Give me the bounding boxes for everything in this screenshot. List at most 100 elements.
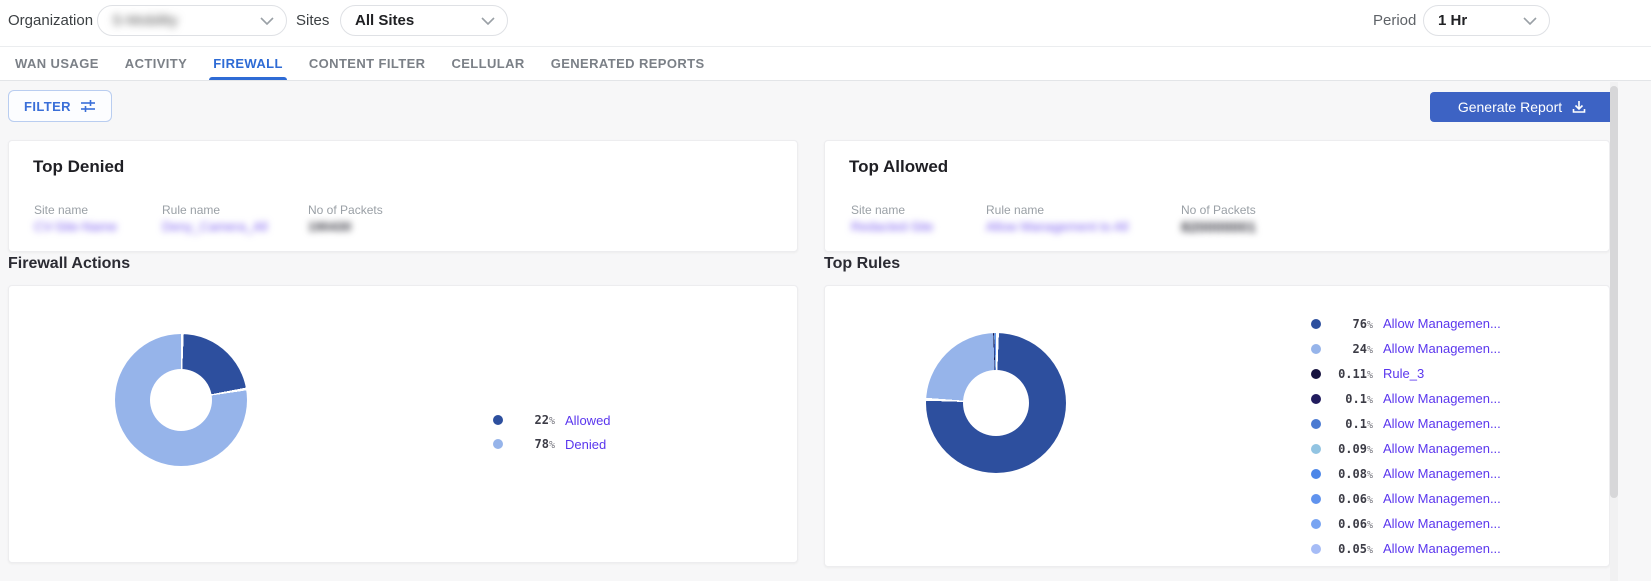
sites-value: All Sites — [355, 12, 415, 29]
tab-firewall[interactable]: FIREWALL — [209, 47, 287, 80]
legend-dot-icon — [1311, 343, 1321, 354]
organization-select[interactable]: S-Mobility — [97, 5, 287, 36]
filter-tune-icon — [80, 99, 96, 113]
legend-dot-icon — [1311, 518, 1321, 529]
legend-percent: 0.05% — [1338, 541, 1373, 556]
scrollbar-thumb[interactable] — [1610, 86, 1618, 498]
chevron-down-icon — [260, 16, 274, 25]
legend-rule-link[interactable]: Allow Managemen... — [1383, 516, 1501, 531]
chevron-down-icon — [481, 16, 495, 25]
organization-value: S-Mobility — [112, 12, 178, 29]
legend-row: 22% Allowed — [493, 408, 611, 432]
tab-generated-reports[interactable]: GENERATED REPORTS — [550, 56, 705, 71]
column-header-rule: Rule name — [986, 203, 1045, 217]
legend-dot-icon — [1311, 368, 1321, 379]
column-header-site: Site name — [851, 203, 906, 217]
packets-value: 190430 — [308, 219, 352, 234]
legend-percent: 0.06% — [1338, 516, 1373, 531]
legend-dot-icon — [1311, 493, 1321, 504]
top-denied-title: Top Denied — [33, 157, 125, 176]
column-header-rule: Rule name — [162, 203, 221, 217]
legend-dot-icon — [1311, 443, 1321, 454]
tab-content-filter[interactable]: CONTENT FILTER — [308, 56, 426, 71]
legend-rule-link[interactable]: Allowed — [565, 412, 611, 428]
legend-row: 0.11% Rule_3 — [1311, 361, 1501, 386]
firewall-actions-title: Firewall Actions — [8, 255, 131, 272]
legend-rule-link[interactable]: Allow Managemen... — [1383, 416, 1501, 431]
top-allowed-title: Top Allowed — [849, 157, 949, 176]
filter-button[interactable]: FILTER — [8, 90, 112, 122]
site-name-link[interactable]: CV-Site-Name — [34, 219, 118, 234]
legend-row: 0.05% Allow Managemen... — [1311, 536, 1501, 561]
rule-name-link[interactable]: Deny_Camera_All — [162, 219, 268, 234]
legend-dot-icon — [1311, 543, 1321, 554]
legend-percent: 0.11% — [1338, 366, 1373, 381]
generate-report-button[interactable]: Generate Report — [1430, 92, 1614, 122]
legend-row: 78% Denied — [493, 432, 611, 456]
download-icon — [1572, 100, 1586, 114]
legend-percent: 24% — [1352, 341, 1373, 356]
firewall-actions-donut-chart[interactable] — [115, 334, 247, 466]
tab-wan-usage[interactable]: WAN USAGE — [15, 56, 99, 71]
top-rules-legend: 76% Allow Managemen... 24% Allow Managemen.… — [1311, 311, 1501, 561]
legend-row: 0.1% Allow Managemen... — [1311, 411, 1501, 436]
legend-row: 0.06% Allow Managemen... — [1311, 511, 1501, 536]
legend-percent: 22% — [534, 413, 555, 427]
tab-activity[interactable]: ACTIVITY — [124, 56, 188, 71]
legend-row: 0.08% Allow Managemen... — [1311, 461, 1501, 486]
top-rules-donut-chart[interactable] — [926, 333, 1066, 473]
legend-dot-icon — [1311, 468, 1321, 479]
legend-dot-icon — [493, 415, 503, 425]
generate-report-label: Generate Report — [1457, 99, 1563, 115]
period-label: Period — [1373, 12, 1417, 29]
legend-row: 0.1% Allow Managemen... — [1311, 386, 1501, 411]
legend-rule-link[interactable]: Allow Managemen... — [1383, 491, 1501, 506]
legend-row: 0.06% Allow Managemen... — [1311, 486, 1501, 511]
top-rules-title: Top Rules — [824, 255, 901, 272]
legend-percent: 78% — [534, 437, 555, 451]
period-select[interactable]: 1 Hr — [1423, 5, 1550, 36]
top-denied-card: Top Denied Site name Rule name No of Pac… — [8, 140, 798, 252]
legend-percent: 0.08% — [1338, 466, 1373, 481]
top-allowed-card: Top Allowed Site name Rule name No of Pa… — [824, 140, 1610, 252]
legend-rule-link[interactable]: Rule_3 — [1383, 366, 1425, 381]
firewall-actions-legend: 22% Allowed 78% Denied — [493, 408, 611, 456]
legend-dot-icon — [493, 439, 503, 449]
legend-rule-link[interactable]: Allow Managemen... — [1383, 341, 1501, 356]
sites-select[interactable]: All Sites — [340, 5, 508, 36]
chevron-down-icon — [1523, 16, 1537, 25]
legend-percent: 0.1% — [1345, 391, 1373, 406]
legend-percent: 0.06% — [1338, 491, 1373, 506]
rule-name-link[interactable]: Allow Management to All — [986, 219, 1129, 234]
legend-rule-link[interactable]: Denied — [565, 436, 607, 452]
donut-hole — [150, 369, 212, 431]
legend-dot-icon — [1311, 318, 1321, 329]
packets-value: 820000001 — [1181, 219, 1257, 236]
column-header-site: Site name — [34, 203, 89, 217]
header-bar: Organization S-Mobility Sites All Sites … — [0, 0, 1651, 47]
vertical-scrollbar[interactable] — [1610, 82, 1618, 581]
legend-rule-link[interactable]: Allow Managemen... — [1383, 316, 1501, 331]
firewall-actions-card: 22% Allowed 78% Denied — [8, 285, 798, 563]
legend-percent: 76% — [1352, 316, 1373, 331]
site-name-link[interactable]: Redacted-Site — [851, 219, 934, 234]
legend-rule-link[interactable]: Allow Managemen... — [1383, 441, 1501, 456]
legend-dot-icon — [1311, 418, 1321, 429]
column-header-packets: No of Packets — [308, 203, 383, 217]
legend-percent: 0.1% — [1345, 416, 1373, 431]
tab-cellular[interactable]: CELLULAR — [451, 56, 525, 71]
sites-label: Sites — [296, 12, 330, 29]
legend-row: 24% Allow Managemen... — [1311, 336, 1501, 361]
legend-dot-icon — [1311, 393, 1321, 404]
donut-hole — [963, 370, 1029, 436]
legend-row: 76% Allow Managemen... — [1311, 311, 1501, 336]
legend-rule-link[interactable]: Allow Managemen... — [1383, 541, 1501, 556]
column-header-packets: No of Packets — [1181, 203, 1256, 217]
legend-row: 0.09% Allow Managemen... — [1311, 436, 1501, 461]
organization-label: Organization — [8, 12, 94, 29]
legend-rule-link[interactable]: Allow Managemen... — [1383, 466, 1501, 481]
legend-rule-link[interactable]: Allow Managemen... — [1383, 391, 1501, 406]
filter-button-label: FILTER — [24, 98, 71, 114]
period-value: 1 Hr — [1438, 12, 1468, 29]
legend-percent: 0.09% — [1338, 441, 1373, 456]
